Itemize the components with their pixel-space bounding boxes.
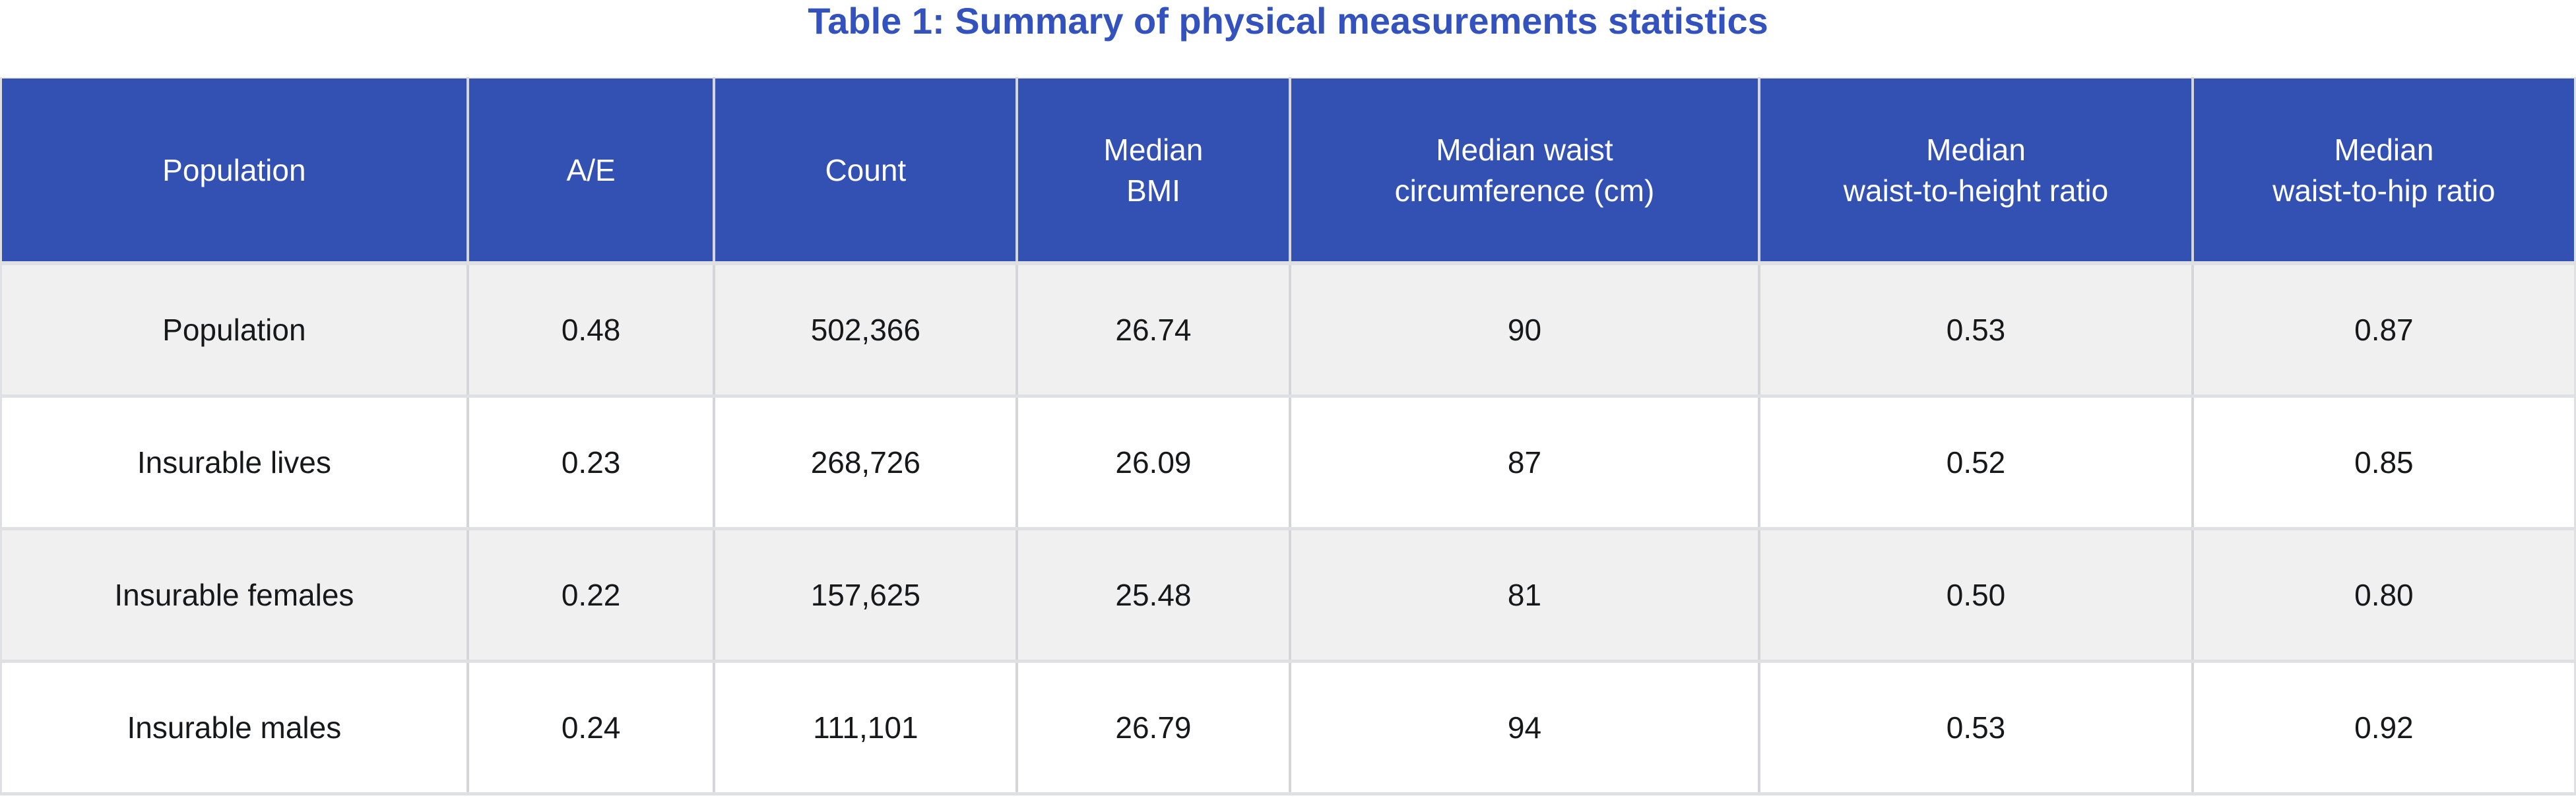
- population-cell: Insurable males: [1, 661, 469, 795]
- median-waist-to-hip-cell: 0.87: [2192, 263, 2575, 398]
- median-waist-circumference-cell: 94: [1289, 661, 1761, 795]
- col-header-median-bmi: Median BMI: [1017, 78, 1291, 265]
- median-waist-to-height-cell: 0.52: [1759, 396, 2194, 530]
- col-header-count: Count: [714, 78, 1019, 265]
- median-waist-to-hip-cell: 0.85: [2192, 396, 2575, 530]
- count-cell: 157,625: [714, 528, 1019, 663]
- median-bmi-cell: 26.09: [1017, 396, 1291, 530]
- table-row: Population 0.48 502,366 26.74 90 0.53 0.…: [1, 263, 2575, 398]
- table-body: Population 0.48 502,366 26.74 90 0.53 0.…: [1, 263, 2575, 795]
- median-waist-circumference-cell: 81: [1289, 528, 1761, 663]
- col-header-median-waist-circumference: Median waist circumference (cm): [1289, 78, 1761, 265]
- median-bmi-cell: 26.74: [1017, 263, 1291, 398]
- col-header-ae: A/E: [467, 78, 716, 265]
- population-cell: Insurable lives: [1, 396, 469, 530]
- table-row: Insurable lives 0.23 268,726 26.09 87 0.…: [1, 396, 2575, 530]
- median-waist-circumference-cell: 90: [1289, 263, 1761, 398]
- ae-cell: 0.24: [467, 661, 716, 795]
- median-waist-to-height-cell: 0.53: [1759, 661, 2194, 795]
- measurements-table: Population A/E Count Median BMI Median w…: [0, 77, 2576, 795]
- median-waist-to-height-cell: 0.53: [1759, 263, 2194, 398]
- table-row: Insurable females 0.22 157,625 25.48 81 …: [1, 528, 2575, 663]
- median-waist-to-hip-cell: 0.92: [2192, 661, 2575, 795]
- median-bmi-cell: 26.79: [1017, 661, 1291, 795]
- col-header-population: Population: [1, 78, 469, 265]
- table-title: Table 1: Summary of physical measurement…: [808, 0, 1768, 42]
- ae-cell: 0.23: [467, 396, 716, 530]
- col-header-median-waist-to-hip: Median waist-to-hip ratio: [2192, 78, 2575, 265]
- median-waist-to-hip-cell: 0.80: [2192, 528, 2575, 663]
- median-bmi-cell: 25.48: [1017, 528, 1291, 663]
- table-header: Population A/E Count Median BMI Median w…: [1, 78, 2575, 265]
- count-cell: 502,366: [714, 263, 1019, 398]
- median-waist-circumference-cell: 87: [1289, 396, 1761, 530]
- count-cell: 111,101: [714, 661, 1019, 795]
- header-row: Population A/E Count Median BMI Median w…: [1, 78, 2575, 265]
- population-cell: Insurable females: [1, 528, 469, 663]
- count-cell: 268,726: [714, 396, 1019, 530]
- col-header-median-waist-to-height: Median waist-to-height ratio: [1759, 78, 2194, 265]
- table-row: Insurable males 0.24 111,101 26.79 94 0.…: [1, 661, 2575, 795]
- ae-cell: 0.22: [467, 528, 716, 663]
- ae-cell: 0.48: [467, 263, 716, 398]
- population-cell: Population: [1, 263, 469, 398]
- median-waist-to-height-cell: 0.50: [1759, 528, 2194, 663]
